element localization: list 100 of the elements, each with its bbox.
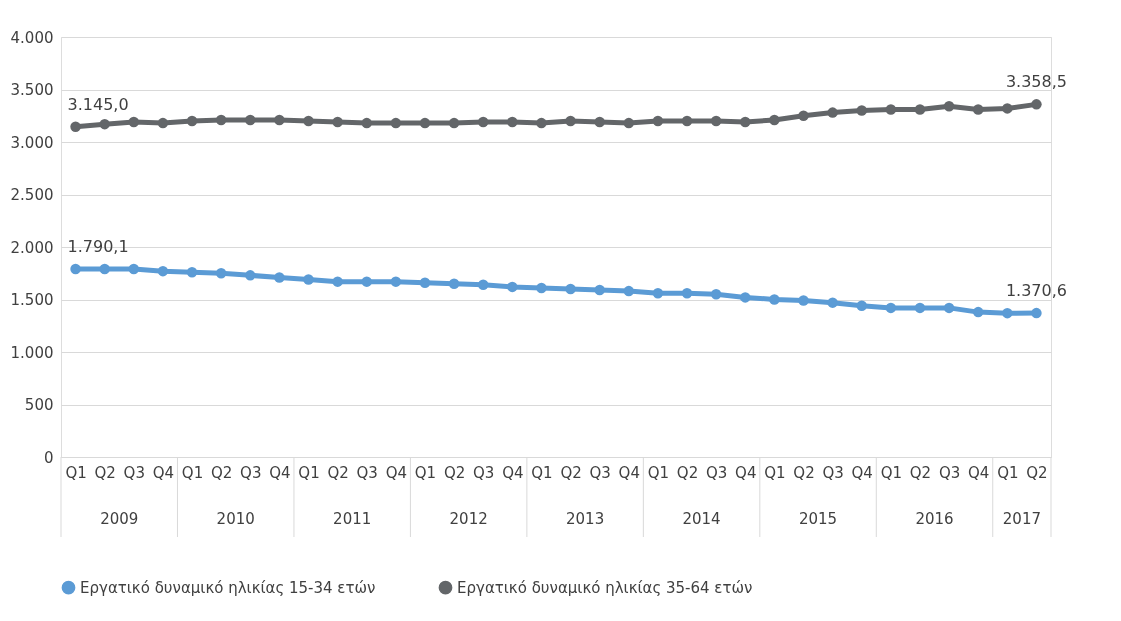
point <box>769 294 780 305</box>
x-tick-label: Q2 <box>1026 463 1048 482</box>
x-tick-label: Q1 <box>647 463 670 482</box>
y-tick-label: 0 <box>43 448 54 467</box>
x-tick-label: Q1 <box>65 463 87 482</box>
text: 2009 <box>100 510 139 528</box>
point <box>303 115 314 127</box>
x-tick-label: Q3 <box>589 463 611 482</box>
x-tick-label: Q2 <box>327 463 349 482</box>
x-tick-label: Q2 <box>94 463 116 482</box>
x-tick-label: Q3 <box>705 463 728 482</box>
point <box>740 116 751 128</box>
data-label: 3.358,5 <box>1005 72 1067 92</box>
text: 2014 <box>682 510 721 528</box>
x-tick-label: Q1 <box>414 463 437 482</box>
point <box>623 285 635 297</box>
point <box>215 114 227 126</box>
point <box>332 116 343 128</box>
x-tick-label: Q2 <box>560 463 582 482</box>
point <box>827 107 838 118</box>
point <box>157 265 169 277</box>
x-tick-label: Q2 <box>443 463 466 482</box>
y-tick-label: 2.500 <box>10 186 54 204</box>
y-tick-label: 500 <box>24 396 54 414</box>
x-tick-label: Q1 <box>181 463 204 482</box>
data-label: 3.145,0 <box>67 94 129 114</box>
point <box>245 114 256 126</box>
point <box>972 104 984 115</box>
point <box>943 302 955 314</box>
text: 2016 <box>915 510 954 528</box>
point <box>710 115 722 127</box>
point <box>856 300 867 312</box>
x-tick-label: Q1 <box>531 463 553 482</box>
point <box>390 276 402 287</box>
x-tick-label: Q1 <box>880 463 903 482</box>
point <box>798 110 809 121</box>
x-tick-label: Q1 <box>997 463 1019 482</box>
x-tick-label: Q2 <box>909 463 932 482</box>
point <box>885 302 897 314</box>
x-tick-label: Q1 <box>298 463 320 482</box>
y-tick-label: 1.000 <box>10 343 54 362</box>
x-tick-label: Q2 <box>210 463 233 482</box>
x-tick-label: Q4 <box>735 463 757 482</box>
point <box>1002 103 1013 114</box>
legend-label: Εργατικό δυναμικό ηλικίας 35-64 ετών <box>457 578 753 597</box>
point <box>827 297 838 308</box>
point <box>186 266 198 278</box>
point <box>681 115 693 127</box>
point <box>128 116 140 128</box>
point <box>477 279 489 291</box>
point <box>186 115 198 127</box>
point <box>565 283 576 295</box>
x-tick-label: Q3 <box>822 463 844 482</box>
text: 2015 <box>798 510 838 528</box>
point <box>710 289 722 300</box>
point <box>448 278 460 289</box>
point <box>507 116 518 128</box>
point <box>70 263 81 275</box>
x-tick-label: Q3 <box>240 463 262 482</box>
point <box>565 115 576 127</box>
point <box>536 282 547 294</box>
x-tick-label: Q4 <box>968 463 990 482</box>
point <box>274 272 285 283</box>
point <box>594 116 605 128</box>
point <box>332 276 343 287</box>
x-tick-label: Q3 <box>473 463 495 482</box>
point <box>1031 307 1042 319</box>
y-tick-label: 3.500 <box>10 81 54 99</box>
x-tick-label: Q2 <box>793 463 815 482</box>
point <box>477 116 489 128</box>
x-tick-label: Q1 <box>764 463 786 482</box>
text: 2011 <box>333 510 372 528</box>
point <box>390 117 402 129</box>
text: 2017 <box>1002 510 1041 528</box>
point <box>274 114 285 126</box>
y-tick-label: 2.000 <box>10 238 54 257</box>
y-tick-label: 1.500 <box>10 291 54 309</box>
point <box>157 117 169 129</box>
point <box>303 274 314 285</box>
x-tick-label: Q3 <box>356 463 378 482</box>
point <box>740 292 751 303</box>
point <box>798 295 809 306</box>
point <box>943 101 955 112</box>
legend-label: Εργατικό δυναμικό ηλικίας 15-34 ετών <box>80 578 376 597</box>
x-tick-label: Q4 <box>618 463 640 482</box>
x-tick-label: Q3 <box>123 463 145 482</box>
x-tick-label: Q4 <box>152 463 175 482</box>
point <box>128 263 140 275</box>
y-tick-label: 4.000 <box>10 28 54 47</box>
x-tick-label: Q3 <box>938 463 961 482</box>
point <box>652 287 664 299</box>
text: 2010 <box>216 510 255 528</box>
data-label: 1.370,6 <box>1005 281 1067 301</box>
text: 2012 <box>449 510 488 528</box>
x-tick-label: Q4 <box>269 463 291 482</box>
point <box>536 117 547 129</box>
x-tick-label: Q2 <box>676 463 699 482</box>
point <box>448 117 460 129</box>
point <box>856 105 867 116</box>
point <box>652 115 664 127</box>
